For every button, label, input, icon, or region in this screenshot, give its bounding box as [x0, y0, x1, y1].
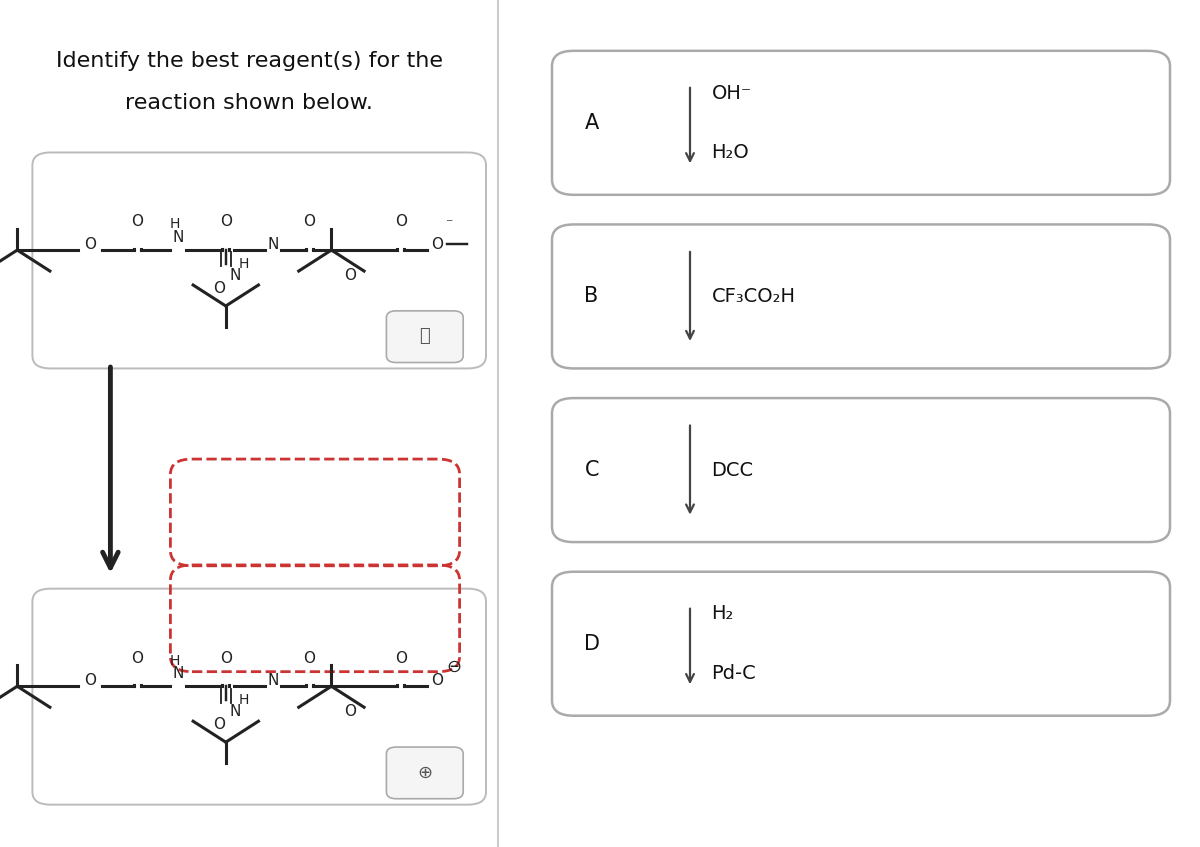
- Text: N: N: [229, 268, 241, 283]
- FancyBboxPatch shape: [552, 224, 1170, 368]
- FancyBboxPatch shape: [32, 152, 486, 368]
- Text: O: O: [304, 214, 316, 230]
- Text: C: C: [584, 460, 599, 480]
- Text: Identify the best reagent(s) for the: Identify the best reagent(s) for the: [55, 51, 443, 71]
- Text: N: N: [268, 237, 278, 252]
- Text: H: H: [239, 257, 250, 271]
- Text: ⊕: ⊕: [418, 763, 432, 782]
- Text: N: N: [268, 673, 278, 689]
- Text: H: H: [239, 693, 250, 707]
- Text: O: O: [431, 237, 443, 252]
- Text: O: O: [344, 705, 356, 719]
- Text: N: N: [229, 705, 241, 719]
- FancyBboxPatch shape: [386, 311, 463, 363]
- Text: B: B: [584, 286, 599, 307]
- Text: Pd-C: Pd-C: [712, 664, 756, 683]
- Text: O: O: [131, 214, 143, 230]
- Text: reaction shown below.: reaction shown below.: [125, 93, 373, 113]
- Text: H: H: [169, 654, 180, 667]
- FancyBboxPatch shape: [32, 589, 486, 805]
- Text: H₂: H₂: [712, 605, 734, 623]
- Text: OH⁻: OH⁻: [712, 84, 751, 102]
- Text: O: O: [220, 214, 232, 230]
- Text: D: D: [584, 634, 600, 654]
- Text: ⁻: ⁻: [445, 218, 452, 231]
- Text: N: N: [173, 230, 184, 245]
- Text: O: O: [344, 268, 356, 283]
- Text: H₂O: H₂O: [712, 143, 749, 162]
- Text: N: N: [173, 666, 184, 681]
- FancyBboxPatch shape: [552, 572, 1170, 716]
- Text: H: H: [169, 218, 180, 231]
- Text: O: O: [84, 237, 96, 252]
- Text: O: O: [304, 650, 316, 666]
- FancyBboxPatch shape: [552, 51, 1170, 195]
- FancyBboxPatch shape: [552, 398, 1170, 542]
- Text: DCC: DCC: [712, 461, 754, 479]
- Text: A: A: [584, 113, 599, 133]
- Text: ⊖: ⊖: [446, 658, 461, 676]
- Text: O: O: [131, 650, 143, 666]
- FancyBboxPatch shape: [386, 747, 463, 799]
- Text: O: O: [220, 650, 232, 666]
- Text: O: O: [431, 673, 443, 689]
- Text: O: O: [395, 650, 407, 666]
- Text: ⌕: ⌕: [420, 327, 430, 346]
- Text: O: O: [395, 214, 407, 230]
- Text: CF₃CO₂H: CF₃CO₂H: [712, 287, 796, 306]
- Text: O: O: [84, 673, 96, 689]
- Text: O: O: [214, 280, 226, 296]
- Text: O: O: [214, 717, 226, 732]
